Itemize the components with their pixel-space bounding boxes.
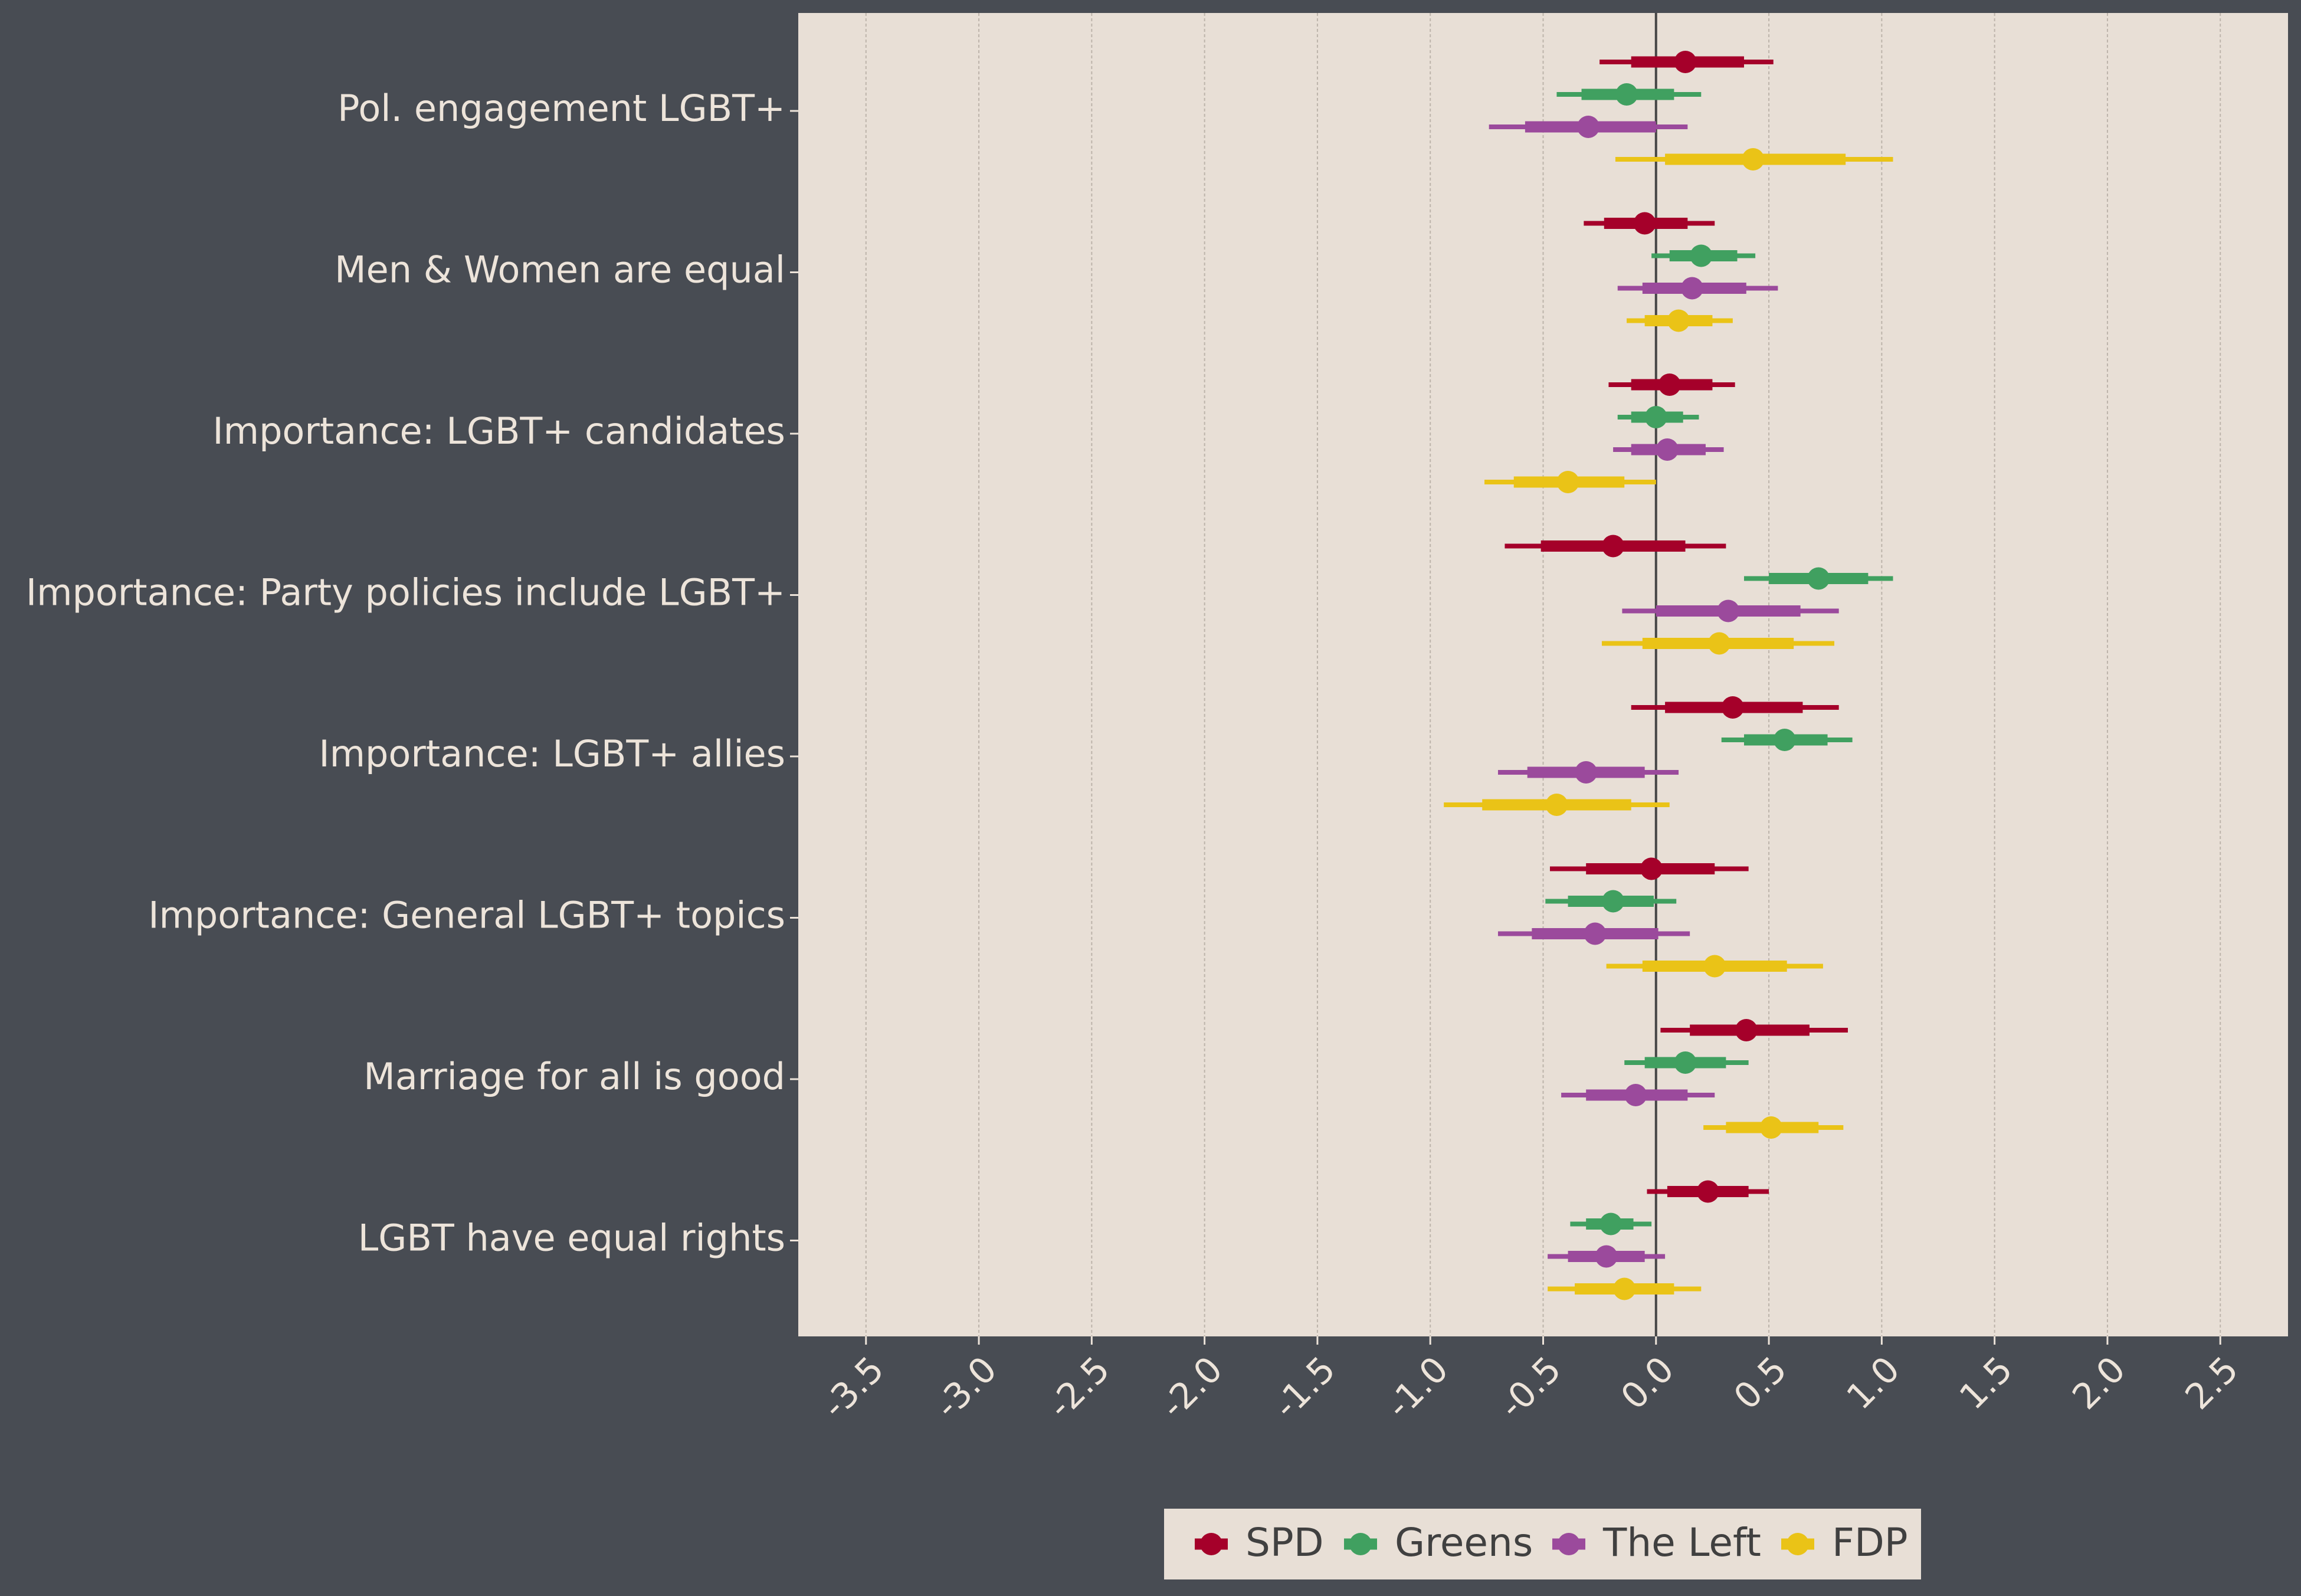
- point-estimate: [1602, 890, 1625, 913]
- legend-key-dot: [1349, 1533, 1372, 1555]
- y-category-label: LGBT have equal rights: [358, 1217, 785, 1260]
- point-estimate: [1707, 632, 1730, 655]
- legend-label: FDP: [1832, 1520, 1908, 1565]
- legend-key: [1552, 1533, 1585, 1555]
- legend-label: The Left: [1602, 1520, 1761, 1565]
- point-estimate: [1717, 599, 1740, 622]
- point-estimate: [1640, 857, 1663, 880]
- point-estimate: [1742, 148, 1765, 171]
- y-category-label: Pol. engagement LGBT+: [337, 87, 785, 130]
- point-estimate: [1674, 1051, 1697, 1074]
- point-estimate: [1674, 51, 1697, 73]
- y-category-label: Importance: LGBT+ allies: [319, 732, 785, 775]
- point-estimate: [1577, 116, 1600, 138]
- y-category-label: Importance: General LGBT+ topics: [148, 894, 785, 937]
- point-estimate: [1644, 406, 1667, 428]
- point-estimate: [1615, 83, 1638, 106]
- point-estimate: [1613, 1277, 1636, 1300]
- series-spd: [1504, 51, 1848, 1203]
- y-category-label: Men & Women are equal: [335, 248, 785, 291]
- series-greens: [1545, 83, 1893, 1235]
- point-estimate: [1599, 1212, 1622, 1235]
- legend-key: [1781, 1533, 1814, 1555]
- point-estimate: [1656, 438, 1679, 461]
- point-estimate: [1624, 1084, 1647, 1106]
- point-estimate: [1575, 761, 1598, 784]
- point-estimate: [1602, 535, 1625, 558]
- point-estimate: [1584, 922, 1607, 945]
- point-estimate: [1807, 567, 1830, 590]
- point-estimate: [1633, 212, 1656, 235]
- point-estimate: [1773, 729, 1796, 751]
- point-estimate: [1556, 471, 1579, 493]
- legend-key-dot: [1200, 1533, 1222, 1555]
- point-estimate: [1667, 309, 1690, 332]
- point-estimate: [1658, 373, 1681, 396]
- point-estimate: [1721, 696, 1744, 719]
- series-fdp: [1444, 148, 1893, 1300]
- y-category-label: Importance: Party policies include LGBT+: [26, 571, 785, 614]
- y-category-label: Marriage for all is good: [363, 1055, 785, 1098]
- legend-key: [1195, 1533, 1228, 1555]
- point-estimate: [1595, 1245, 1618, 1268]
- y-category-label: Importance: LGBT+ candidates: [212, 409, 785, 453]
- series-the-left: [1489, 116, 1839, 1268]
- point-estimate: [1681, 277, 1703, 300]
- point-estimate: [1545, 794, 1568, 816]
- point-estimate: [1696, 1180, 1719, 1203]
- point-estimate: [1759, 1116, 1782, 1139]
- legend-key-dot: [1558, 1533, 1580, 1555]
- legend-label: SPD: [1245, 1520, 1324, 1565]
- legend-key-dot: [1787, 1533, 1809, 1555]
- legend-key: [1344, 1533, 1377, 1555]
- point-estimate: [1690, 244, 1713, 267]
- point-estimate: [1703, 955, 1726, 978]
- point-estimate: [1735, 1019, 1758, 1041]
- legend-label: Greens: [1395, 1520, 1533, 1565]
